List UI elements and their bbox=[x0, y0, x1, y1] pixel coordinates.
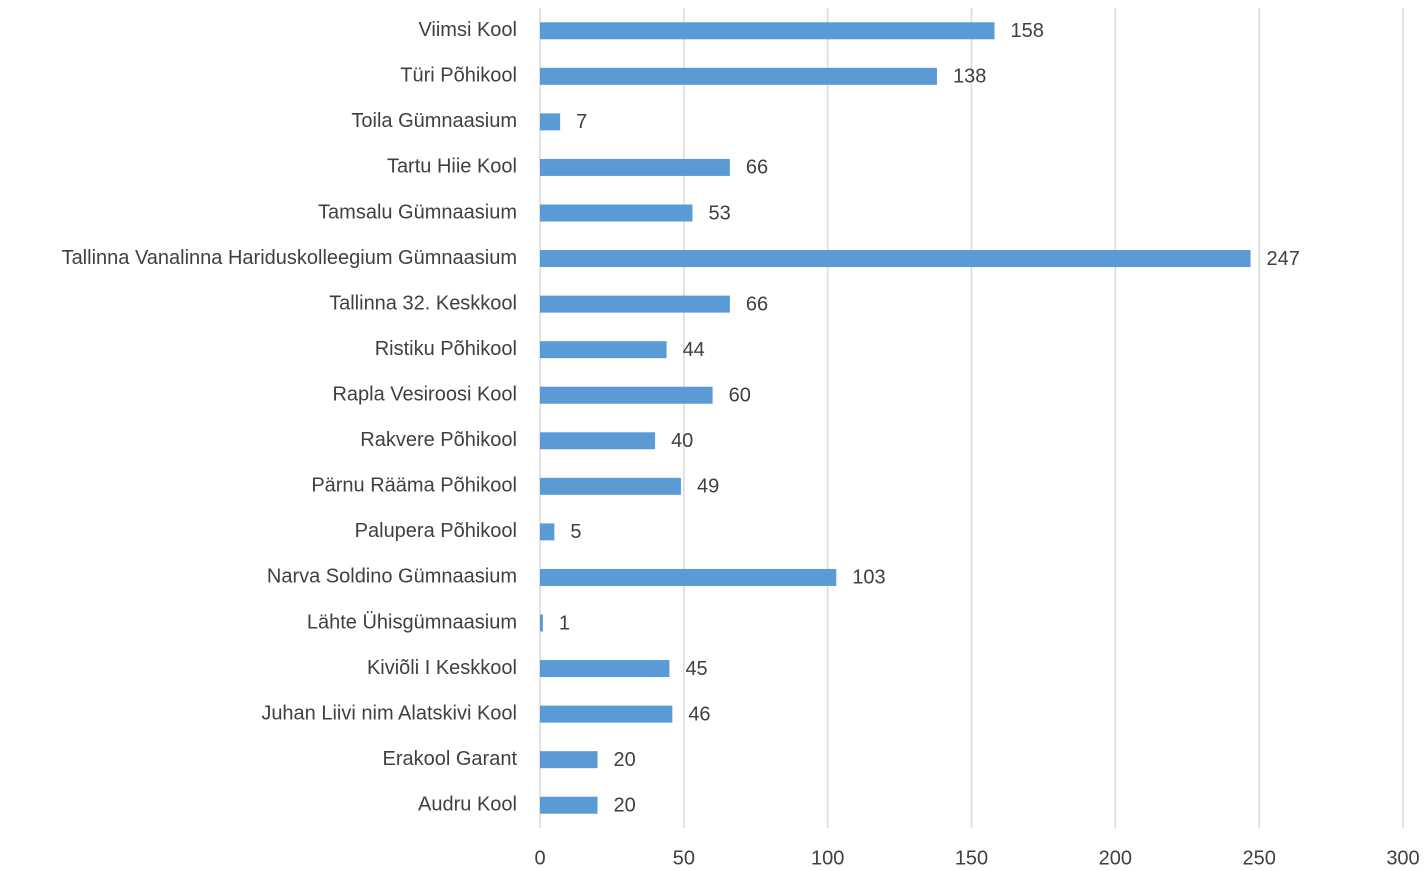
y-tick-label: Erakool Garant bbox=[382, 748, 517, 770]
bar bbox=[540, 568, 837, 586]
bar bbox=[540, 295, 730, 313]
bar bbox=[540, 67, 937, 85]
y-tick-label: Ristiku Põhikool bbox=[375, 338, 517, 360]
value-label: 5 bbox=[570, 521, 581, 543]
value-label: 158 bbox=[1011, 20, 1044, 42]
bar bbox=[540, 705, 673, 723]
bar bbox=[540, 523, 555, 541]
value-label: 40 bbox=[671, 430, 693, 452]
y-tick-label: Toila Gümnaasium bbox=[351, 110, 517, 132]
bar bbox=[540, 432, 656, 450]
value-label: 46 bbox=[688, 703, 710, 725]
bar bbox=[540, 386, 713, 404]
value-label: 1 bbox=[559, 612, 570, 634]
y-tick-label: Tartu Hiie Kool bbox=[387, 156, 517, 178]
bar bbox=[540, 796, 598, 814]
x-tick-label: 300 bbox=[1386, 847, 1419, 869]
value-label: 45 bbox=[685, 658, 707, 680]
y-tick-label: Viimsi Kool bbox=[418, 19, 517, 41]
value-label: 20 bbox=[614, 795, 636, 817]
x-tick-label: 50 bbox=[673, 847, 695, 869]
x-tick-label: 150 bbox=[955, 847, 988, 869]
value-label: 7 bbox=[576, 111, 587, 133]
bar bbox=[540, 341, 667, 359]
value-label: 53 bbox=[708, 202, 730, 224]
bar bbox=[540, 158, 730, 176]
bar bbox=[540, 204, 693, 222]
y-tick-label: Tamsalu Gümnaasium bbox=[318, 201, 517, 223]
y-tick-label: Audru Kool bbox=[418, 794, 517, 816]
bar bbox=[540, 751, 598, 769]
bar bbox=[540, 614, 543, 632]
value-label: 66 bbox=[746, 157, 768, 179]
x-tick-label: 250 bbox=[1242, 847, 1275, 869]
value-label: 103 bbox=[852, 567, 885, 589]
y-tick-label: Lähte Ühisgümnaasium bbox=[307, 611, 517, 633]
bar bbox=[540, 477, 681, 495]
value-label: 138 bbox=[953, 66, 986, 88]
value-label: 66 bbox=[746, 293, 768, 315]
value-label: 44 bbox=[683, 339, 705, 361]
y-tick-label: Pärnu Rääma Põhikool bbox=[311, 475, 517, 497]
x-tick-label: 200 bbox=[1099, 847, 1132, 869]
bar bbox=[540, 22, 995, 40]
bar bbox=[540, 113, 561, 131]
y-tick-label: Tallinna Vanalinna Hariduskolleegium Güm… bbox=[62, 247, 517, 269]
y-tick-label: Narva Soldino Gümnaasium bbox=[267, 566, 517, 588]
y-tick-label: Türi Põhikool bbox=[400, 65, 517, 87]
bar bbox=[540, 660, 670, 678]
y-tick-label: Kiviõli I Keskkool bbox=[367, 657, 517, 679]
y-tick-label: Rapla Vesiroosi Kool bbox=[332, 384, 517, 406]
bar bbox=[540, 250, 1251, 268]
x-tick-label: 0 bbox=[534, 847, 545, 869]
value-label: 20 bbox=[614, 749, 636, 771]
value-label: 49 bbox=[697, 476, 719, 498]
value-label: 60 bbox=[729, 385, 751, 407]
y-tick-label: Rakvere Põhikool bbox=[360, 429, 517, 451]
y-tick-label: Tallinna 32. Keskkool bbox=[329, 292, 517, 314]
y-tick-label: Juhan Liivi nim Alatskivi Kool bbox=[261, 702, 517, 724]
x-tick-label: 100 bbox=[811, 847, 844, 869]
y-tick-label: Palupera Põhikool bbox=[355, 520, 517, 542]
value-label: 247 bbox=[1267, 248, 1300, 270]
